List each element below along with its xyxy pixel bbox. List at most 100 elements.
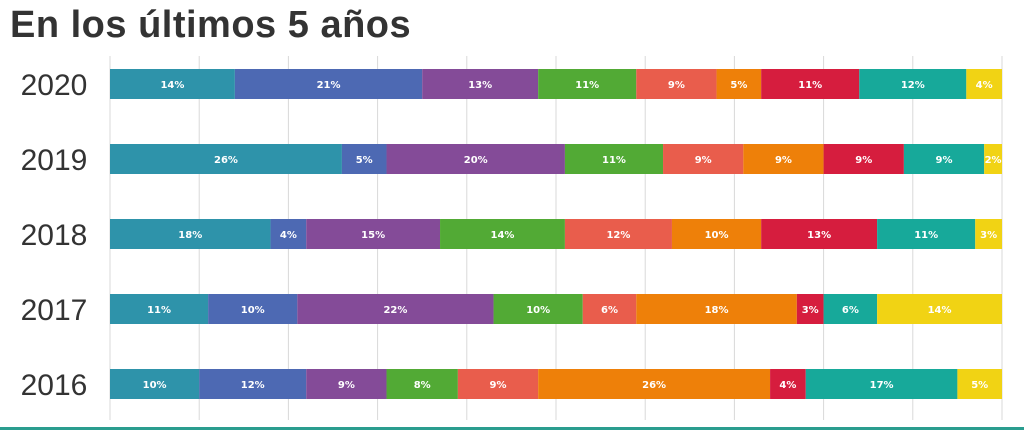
bar-segment <box>636 69 717 99</box>
bar-segment <box>564 219 672 249</box>
y-axis-labels: 2020 2019 2018 2017 2016 <box>21 69 88 402</box>
data-label: 11% <box>575 80 599 91</box>
data-label: 2% <box>985 155 1002 166</box>
bar-segment <box>457 369 539 399</box>
bar-segment <box>110 69 235 99</box>
bar-segment <box>493 294 583 324</box>
bar-segment <box>877 219 976 249</box>
data-label: 12% <box>901 80 925 91</box>
data-label: 26% <box>642 380 666 391</box>
data-label: 9% <box>855 155 872 166</box>
bar-segment <box>386 144 565 174</box>
data-label: 11% <box>914 230 938 241</box>
data-label: 13% <box>468 80 492 91</box>
bar-segment <box>957 369 1002 399</box>
bar-segment <box>671 219 762 249</box>
bar-segment <box>564 144 664 174</box>
bar-segment <box>877 294 1002 324</box>
data-label: 17% <box>870 380 894 391</box>
data-label: 14% <box>160 80 184 91</box>
bar-segment <box>823 144 904 174</box>
bar-segment <box>716 69 762 99</box>
bar-segment <box>859 69 967 99</box>
bar-segment <box>110 219 271 249</box>
data-label: 9% <box>775 155 792 166</box>
bar-segment <box>796 294 824 324</box>
bar-segment <box>663 144 744 174</box>
data-label: 9% <box>668 80 685 91</box>
data-label: 11% <box>602 155 626 166</box>
data-label: 12% <box>241 380 265 391</box>
data-label: 4% <box>976 80 993 91</box>
bar-segment <box>306 219 441 249</box>
bar-segment <box>234 69 423 99</box>
data-label: 5% <box>971 380 988 391</box>
bar-segment <box>208 294 298 324</box>
data-label: 9% <box>695 155 712 166</box>
data-label: 8% <box>414 380 431 391</box>
bar-segment <box>984 144 1002 174</box>
bar-segment <box>538 369 771 399</box>
category-label: 2017 <box>21 294 88 327</box>
data-label: 13% <box>807 230 831 241</box>
data-label: 10% <box>526 305 550 316</box>
bar-segment <box>386 369 458 399</box>
bar-segment <box>422 69 539 99</box>
data-label: 21% <box>317 80 341 91</box>
bar-segment <box>110 294 209 324</box>
bar-segment <box>805 369 958 399</box>
data-label: 10% <box>143 380 167 391</box>
data-label: 18% <box>705 305 729 316</box>
data-label: 3% <box>802 305 819 316</box>
bar-segment <box>743 144 824 174</box>
bar-segment <box>636 294 797 324</box>
bar-segment <box>440 219 565 249</box>
bar-segment <box>110 144 342 174</box>
bar-segment <box>975 219 1002 249</box>
bar-segment <box>761 69 860 99</box>
bottom-divider <box>0 427 1024 430</box>
bar-segment <box>306 369 387 399</box>
data-label: 11% <box>147 305 171 316</box>
bar-segment <box>903 144 985 174</box>
data-label: 5% <box>356 155 373 166</box>
data-label: 10% <box>705 230 729 241</box>
bar-segment <box>199 369 307 399</box>
data-label: 18% <box>178 230 202 241</box>
bar-segment <box>538 69 637 99</box>
bar-segment <box>582 294 637 324</box>
data-label: 6% <box>601 305 618 316</box>
data-label: 14% <box>928 305 952 316</box>
data-label: 6% <box>842 305 859 316</box>
data-label: 12% <box>606 230 630 241</box>
data-label: 10% <box>241 305 265 316</box>
data-label: 11% <box>798 80 822 91</box>
data-label: 9% <box>936 155 953 166</box>
category-label: 2020 <box>21 69 88 102</box>
data-label: 26% <box>214 155 238 166</box>
bars: 14% 21% 13% 11% 9% 5% 11% 12% 4% 26% 5% 20% 11% 9% 9% 9… <box>110 69 1002 399</box>
data-label: 14% <box>491 230 515 241</box>
category-label: 2019 <box>21 144 88 177</box>
bar-segment <box>761 219 878 249</box>
bar-segment <box>341 144 387 174</box>
data-label: 20% <box>464 155 488 166</box>
category-label: 2018 <box>21 219 88 252</box>
category-label: 2016 <box>21 369 88 402</box>
bar-segment <box>966 69 1002 99</box>
data-label: 3% <box>980 230 997 241</box>
bar-segment <box>823 294 878 324</box>
bar-segment <box>297 294 494 324</box>
chart-title: En los últimos 5 años <box>10 4 412 46</box>
bar-segment <box>110 369 200 399</box>
bar-segment <box>770 369 806 399</box>
data-label: 5% <box>730 80 747 91</box>
bar-segment <box>270 219 307 249</box>
data-label: 15% <box>361 230 385 241</box>
data-label: 4% <box>280 230 297 241</box>
data-label: 9% <box>490 380 507 391</box>
data-label: 9% <box>338 380 355 391</box>
data-label: 22% <box>383 305 407 316</box>
data-label: 4% <box>779 380 796 391</box>
